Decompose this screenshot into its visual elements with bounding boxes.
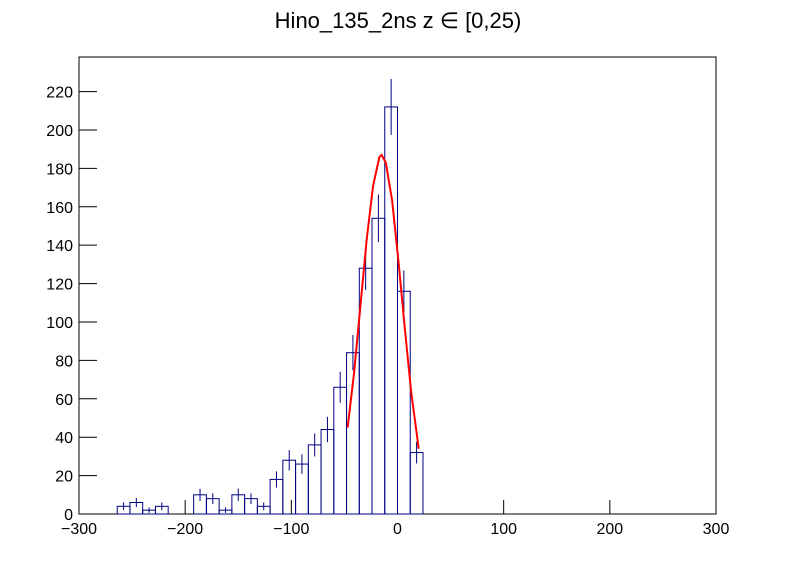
y-tick-label: 200 (46, 123, 73, 140)
x-tick-label: −100 (273, 521, 309, 538)
fit-curve (346, 153, 420, 449)
y-tick-label: 180 (46, 161, 73, 178)
y-tick-label: 20 (55, 469, 73, 486)
bar (333, 386, 348, 515)
y-tick-label: 80 (55, 353, 73, 370)
y-tick-label: 100 (46, 315, 73, 332)
y-tick-label: 160 (46, 200, 73, 217)
x-tick-label: 100 (490, 521, 517, 538)
y-tick-label: 40 (55, 430, 73, 447)
x-tick-label: −300 (61, 521, 97, 538)
chart-title: Hino_135_2ns z ∈ [0,25) (275, 8, 522, 33)
y-tick-label: 120 (46, 277, 73, 294)
bar (371, 217, 386, 515)
y-tick-label: 60 (55, 392, 73, 409)
x-tick-label: 300 (703, 521, 730, 538)
y-tick-label: 0 (64, 507, 73, 524)
x-tick-label: 200 (596, 521, 623, 538)
y-tick-label: 140 (46, 238, 73, 255)
x-tick-label: 0 (393, 521, 402, 538)
y-tick-label: 220 (46, 85, 73, 102)
x-tick-label: −200 (167, 521, 203, 538)
